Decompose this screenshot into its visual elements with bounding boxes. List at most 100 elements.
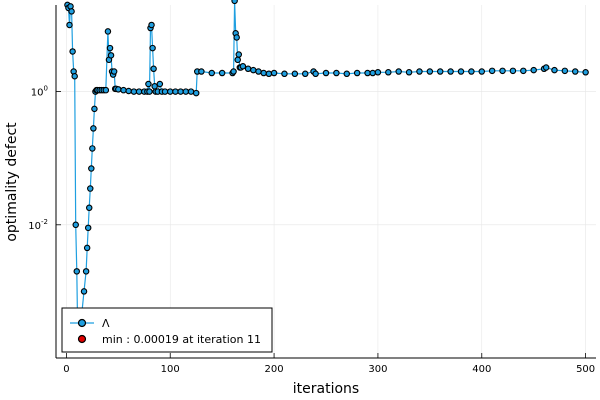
data-point (250, 66, 257, 74)
data-point (90, 125, 97, 132)
legend-marker (77, 318, 87, 328)
data-point (115, 86, 122, 93)
data-point (234, 56, 241, 64)
data-point (582, 69, 589, 76)
data-point (235, 51, 243, 58)
data-point (233, 34, 240, 41)
x-tick-label: 500 (576, 364, 595, 375)
data-point (91, 105, 98, 113)
data-point (110, 68, 118, 75)
data-point (82, 268, 90, 275)
data-point (73, 268, 81, 275)
data-point (478, 68, 486, 75)
data-point (260, 69, 267, 77)
data-point (71, 72, 78, 80)
data-point (239, 63, 247, 70)
data-point (447, 68, 454, 75)
data-point (312, 70, 319, 78)
data-point (333, 69, 340, 77)
grid (56, 5, 596, 358)
data-point (69, 48, 76, 55)
x-tick-label: 300 (368, 364, 387, 375)
data-point (125, 87, 132, 95)
data-point (436, 68, 444, 75)
data-point (88, 165, 95, 172)
x-tick-label: 100 (161, 364, 180, 375)
data-point (395, 68, 402, 75)
data-point (149, 44, 156, 52)
data-point (542, 64, 550, 71)
data-point (102, 86, 110, 94)
data-point (530, 66, 537, 74)
data-point (457, 68, 465, 75)
data-point (135, 88, 143, 95)
data-point (166, 88, 174, 95)
series-points (64, 0, 589, 343)
data-point (208, 69, 216, 77)
data-point (281, 70, 288, 78)
data-point (364, 69, 371, 77)
data-point (106, 44, 114, 52)
data-point (107, 52, 115, 59)
legend-box (61, 307, 273, 353)
data-point (187, 88, 195, 95)
data-point (80, 288, 88, 295)
data-point (551, 66, 558, 74)
data-point (488, 67, 496, 75)
data-point (468, 68, 475, 75)
data-point (499, 67, 506, 75)
axes (55, 5, 596, 359)
x-tick-label: 0 (63, 364, 69, 375)
data-point (182, 88, 190, 95)
legend-marker (77, 334, 87, 344)
data-point (301, 70, 309, 78)
data-point (89, 145, 96, 152)
data-point (145, 80, 152, 88)
data-point (509, 67, 517, 75)
data-point (270, 69, 278, 77)
data-point (72, 221, 79, 229)
data-point (68, 8, 75, 15)
data-point (520, 67, 527, 75)
data-point (255, 68, 262, 75)
data-point (571, 68, 579, 75)
data-point (120, 86, 127, 94)
data-point (161, 88, 169, 95)
data-point (343, 70, 351, 78)
legend-label: Λ (102, 317, 110, 330)
data-point (84, 224, 92, 232)
data-point (416, 68, 423, 75)
data-point (151, 83, 158, 90)
x-tick-label: 200 (265, 364, 284, 375)
data-point (291, 70, 299, 78)
data-point (150, 65, 157, 73)
data-point (369, 69, 376, 77)
data-point (156, 80, 164, 88)
data-point (244, 65, 252, 73)
data-point (146, 88, 153, 95)
legend-label: min : 0.00019 at iteration 11 (102, 333, 261, 346)
data-point (218, 69, 226, 77)
x-axis-label: iterations (293, 381, 359, 397)
y-axis-label: optimality defect (4, 122, 20, 242)
data-point (83, 244, 91, 252)
data-point (405, 69, 413, 76)
data-point (85, 204, 93, 212)
data-point (87, 185, 94, 192)
data-point (192, 89, 200, 97)
data-point (66, 21, 73, 29)
data-point (322, 69, 330, 77)
data-point (198, 68, 205, 75)
data-point (104, 28, 112, 35)
data-point (561, 67, 569, 75)
data-point (385, 69, 392, 76)
data-point (177, 88, 184, 95)
data-point (265, 70, 273, 78)
data-point (231, 0, 238, 5)
data-point (426, 68, 434, 75)
data-point (148, 21, 155, 29)
data-point (130, 88, 138, 95)
data-point (172, 88, 179, 95)
